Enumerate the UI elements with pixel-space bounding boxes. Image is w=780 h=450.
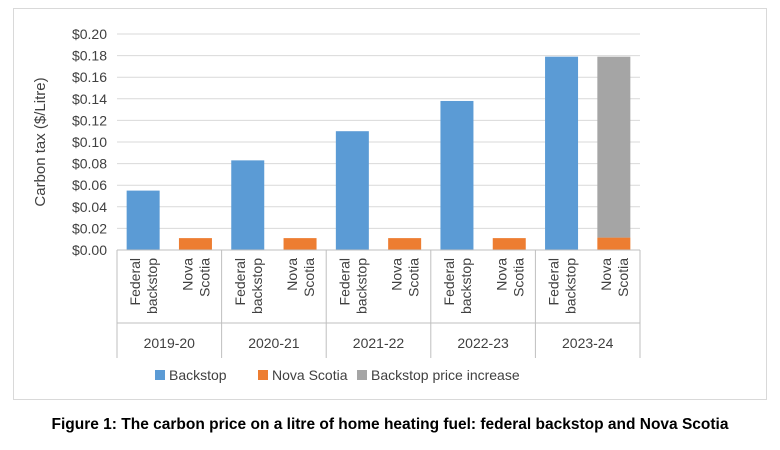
x-group-label: 2022-23	[457, 335, 509, 351]
x-subcategory-label: Scotia	[301, 258, 317, 297]
legend-swatch	[258, 370, 268, 380]
bar-2021-22-federal-backstop-backstop	[335, 131, 369, 250]
x-subcategory-label: backstop	[458, 258, 474, 314]
y-tick-label: $0.02	[72, 220, 107, 236]
y-tick-label: $0.18	[72, 48, 107, 64]
y-tick-label: $0.12	[72, 112, 107, 128]
bar-2022-23-federal-backstop-backstop	[440, 100, 474, 251]
x-subcategory-label: Federal	[336, 258, 352, 305]
x-subcategory-label: Nova	[493, 258, 509, 291]
x-group-label: 2021-22	[353, 335, 405, 351]
x-group-label: 2019-20	[144, 335, 196, 351]
y-axis-title: Carbon tax ($/Litre)	[32, 77, 49, 206]
y-tick-label: $0.10	[72, 134, 107, 150]
bar-2023-24-federal-backstop-backstop	[545, 56, 579, 251]
x-subcategory-label: backstop	[249, 258, 265, 314]
x-subcategory-label: Nova	[389, 258, 405, 291]
x-subcategory-label: backstop	[353, 258, 369, 314]
bar-2021-22-nova-scotia-nova-scotia	[388, 238, 422, 250]
x-subcategory-label: Scotia	[510, 258, 526, 297]
y-tick-label: $0.04	[72, 199, 107, 215]
y-tick-label: $0.14	[72, 91, 107, 107]
x-subcategory-label: Federal	[441, 258, 457, 305]
x-subcategory-label: Scotia	[196, 258, 212, 297]
x-subcategory-label: Federal	[546, 258, 562, 305]
bar-2023-24-nova-scotia-backstop-price-increase	[597, 56, 631, 238]
x-subcategory-label: Scotia	[615, 258, 631, 297]
x-subcategory-label: Federal	[232, 258, 248, 305]
bar-2019-20-federal-backstop-backstop	[126, 190, 160, 250]
chart: $0.00 $0.02 $0.04 $0.06 $0.08 $0.10 $0.12 $0.14…	[32, 26, 641, 383]
x-group-label: 2023-24	[562, 335, 614, 351]
legend-label: Nova Scotia	[272, 367, 348, 383]
x-subcategory-label: Federal	[127, 258, 143, 305]
legend-label: Backstop price increase	[371, 367, 520, 383]
bar-2023-24-nova-scotia-nova-scotia	[597, 237, 631, 250]
bar-2020-21-nova-scotia-nova-scotia	[283, 238, 317, 250]
x-group-label: 2020-21	[248, 335, 300, 351]
y-tick-label: $0.06	[72, 177, 107, 193]
x-subcategory-label: backstop	[563, 258, 579, 314]
x-subcategory-label: Nova	[598, 258, 614, 291]
legend-swatch	[155, 370, 165, 380]
figure-caption: Figure 1: The carbon price on a litre of…	[51, 416, 729, 433]
y-tick-label: $0.16	[72, 69, 107, 85]
x-subcategory-label: Nova	[284, 258, 300, 291]
y-tick-label: $0.20	[72, 26, 107, 42]
x-subcategory-label: Nova	[179, 258, 195, 291]
bar-2020-21-federal-backstop-backstop	[231, 160, 265, 250]
legend-label: Backstop	[169, 367, 227, 383]
bar-2019-20-nova-scotia-nova-scotia	[178, 238, 212, 250]
x-subcategory-label: Scotia	[406, 258, 422, 297]
y-tick-label: $0.08	[72, 156, 107, 172]
y-tick-label: $0.00	[72, 242, 107, 258]
bar-2022-23-nova-scotia-nova-scotia	[492, 238, 526, 250]
x-subcategory-label: backstop	[144, 258, 160, 314]
legend-swatch	[357, 370, 367, 380]
